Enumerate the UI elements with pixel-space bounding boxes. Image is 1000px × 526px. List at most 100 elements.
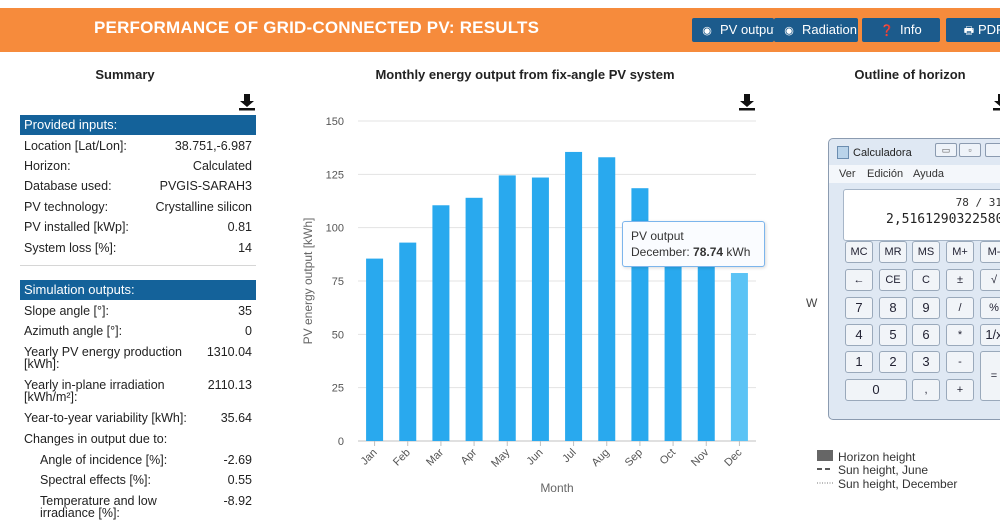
calculator-menu: Ver Edición Ayuda (829, 165, 1000, 183)
eye-icon: ◉ (784, 25, 794, 37)
y-axis-title: PV energy output [kWh] (301, 218, 315, 345)
bar-nov[interactable] (697, 266, 715, 441)
chart-tooltip: PV output December: 78.74 kWh (622, 221, 765, 267)
maximize-button[interactable]: ▫ (959, 143, 981, 157)
calc-key[interactable]: MS (912, 241, 940, 263)
x-tick-label: Jul (560, 447, 578, 465)
tooltip-value: 78.74 (693, 245, 724, 259)
calc-key[interactable]: 2 (879, 351, 907, 373)
calc-key[interactable]: ← (845, 269, 873, 291)
tooltip-unit: kWh (726, 245, 751, 259)
y-tick-label: 25 (332, 383, 344, 395)
bar-jun[interactable] (531, 177, 549, 441)
calc-key[interactable]: 7 (845, 297, 873, 319)
menu-edicion[interactable]: Edición (867, 168, 904, 180)
close-button[interactable]: ✕ (985, 143, 1000, 157)
calc-key[interactable]: * (946, 324, 974, 346)
minimize-button[interactable]: ▭ (935, 143, 957, 157)
tooltip-series: PV output (631, 229, 684, 243)
x-tick-label: May (489, 446, 513, 470)
tooltip-month: December: (631, 245, 690, 259)
calc-key[interactable]: CE (879, 269, 907, 291)
monthly-energy-chart: 0 25 50 75 100 125 150 Jan Feb Mar Apr May Jun Jul Aug… (301, 116, 756, 495)
bar-dec[interactable] (730, 273, 748, 441)
calc-key[interactable]: 1/x (980, 324, 1000, 346)
x-tick-label: Mar (424, 446, 446, 468)
legend-horizon-height: Horizon height (838, 450, 916, 464)
chart-title: Monthly energy output from fix-angle PV … (375, 67, 675, 82)
calc-key[interactable]: = (980, 351, 1000, 401)
calc-key[interactable]: ± (946, 269, 974, 291)
legend-sun-june: Sun height, June (838, 463, 929, 477)
bar-oct[interactable] (664, 238, 682, 441)
calculator-result: 2,516129032258065 (886, 212, 1000, 227)
x-tick-label: Dec (722, 446, 745, 469)
calc-key[interactable]: 5 (879, 324, 907, 346)
calc-key[interactable]: , (912, 379, 940, 401)
y-tick-label: 75 (332, 276, 344, 288)
calc-key[interactable]: 1 (845, 351, 873, 373)
bar-may[interactable] (498, 175, 516, 441)
simulation-outputs-header: Simulation outputs: (20, 280, 256, 300)
x-tick-label: Nov (689, 446, 712, 469)
y-tick-label: 150 (326, 116, 344, 128)
calc-key[interactable]: % (980, 297, 1000, 319)
question-icon: ❓ (880, 25, 894, 37)
eye-icon: ◉ (702, 25, 712, 37)
calc-key[interactable]: M- (980, 241, 1000, 263)
horizon-height-swatch (817, 450, 833, 461)
y-tick-label: 0 (338, 436, 344, 448)
download-icon[interactable] (992, 93, 1000, 111)
calc-key[interactable]: MC (845, 241, 873, 263)
calc-key[interactable]: √ (980, 269, 1000, 291)
legend-sun-december: Sun height, December (838, 477, 958, 491)
calc-key[interactable]: 4 (845, 324, 873, 346)
x-tick-label: Feb (391, 447, 413, 469)
divider (20, 265, 256, 266)
calculator-title: Calculadora (853, 147, 912, 159)
calc-key[interactable]: + (946, 379, 974, 401)
download-icon[interactable] (238, 93, 256, 111)
summary-title: Summary (95, 67, 155, 82)
calculator-expression: 78 / 31 (955, 196, 1000, 209)
calc-key[interactable]: MR (879, 241, 907, 263)
calc-key[interactable]: / (946, 297, 974, 319)
info-button[interactable]: ❓ Info (862, 18, 940, 42)
y-tick-label: 100 (326, 223, 344, 235)
pdf-button[interactable]: 🖶PDF (946, 18, 1000, 42)
calc-key[interactable]: 3 (912, 351, 940, 373)
bar-jan[interactable] (366, 258, 384, 441)
calc-key[interactable]: 0 (845, 379, 907, 401)
menu-ver[interactable]: Ver (839, 168, 856, 180)
calc-key[interactable]: 6 (912, 324, 940, 346)
x-tick-label: Apr (459, 446, 480, 467)
calculator-icon (837, 146, 849, 159)
calc-key[interactable]: 9 (912, 297, 940, 319)
calc-key[interactable]: - (946, 351, 974, 373)
horizon-title: Outline of horizon (854, 67, 966, 82)
calculator-display: 78 / 31 2,516129032258065 (843, 189, 1000, 241)
bar-mar[interactable] (432, 205, 450, 441)
y-tick-label: 125 (326, 169, 344, 181)
bar-jul[interactable] (565, 151, 583, 441)
radiation-button[interactable]: ◉ Radiation (774, 18, 858, 42)
calc-key[interactable]: M+ (946, 241, 974, 263)
calc-key[interactable]: 8 (879, 297, 907, 319)
x-tick-label: Aug (590, 447, 612, 469)
pv-output-button[interactable]: ◉ PV output (692, 18, 774, 42)
x-tick-label: Sep (623, 447, 645, 469)
calculator-window[interactable]: Calculadora ▭ ▫ ✕ Ver Edición Ayuda 78 /… (828, 138, 1000, 420)
bar-aug[interactable] (598, 157, 616, 441)
x-tick-label: Jun (525, 447, 546, 468)
page-title: PERFORMANCE OF GRID-CONNECTED PV: RESULT… (94, 18, 540, 37)
printer-icon: 🖶 (963, 25, 975, 37)
x-axis-title: Month (540, 481, 573, 495)
download-icon[interactable] (738, 93, 756, 111)
legend-line-swatches (817, 468, 833, 484)
bar-apr[interactable] (465, 197, 483, 441)
calc-key[interactable]: C (912, 269, 940, 291)
x-tick-label: Oct (658, 447, 679, 468)
menu-ayuda[interactable]: Ayuda (913, 168, 944, 180)
bar-feb[interactable] (399, 242, 417, 441)
provided-inputs-header: Provided inputs: (20, 115, 256, 135)
